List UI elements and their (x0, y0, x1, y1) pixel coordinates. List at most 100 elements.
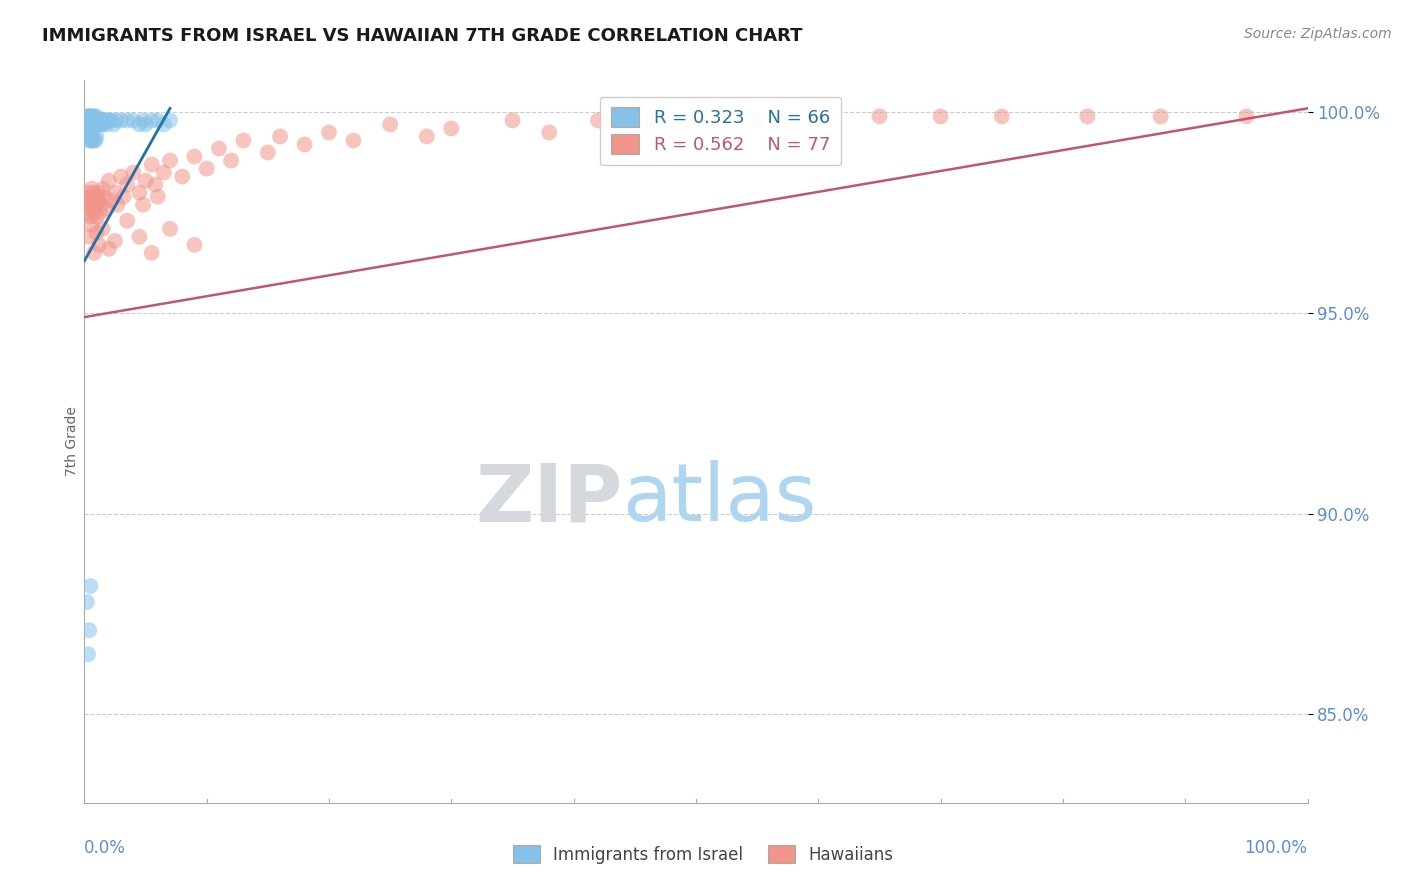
Point (82, 113, 104, 128)
Point (87, 238, 110, 252)
Point (83, 246, 105, 260)
Point (807, 110, 830, 124)
Point (87, 113, 110, 128)
Point (183, 150, 205, 164)
Point (132, 198, 155, 212)
Point (79, 113, 101, 128)
Point (83, 110, 105, 124)
Point (77, 206, 100, 220)
Point (1076, 110, 1098, 124)
Text: atlas: atlas (623, 460, 817, 539)
Point (84, 134, 107, 148)
Point (77, 129, 100, 144)
Point (115, 178, 138, 192)
Point (105, 113, 128, 128)
Point (991, 110, 1014, 124)
Point (96, 118, 118, 132)
Point (84, 118, 107, 132)
Point (97, 174, 120, 188)
Point (83, 113, 105, 128)
Point (89, 118, 111, 132)
Point (77, 118, 100, 132)
Point (76, 595, 98, 609)
Point (747, 113, 769, 128)
Point (86, 190, 108, 204)
Point (83, 186, 105, 200)
Point (219, 153, 242, 168)
Point (132, 113, 155, 128)
Point (294, 137, 316, 152)
Point (110, 169, 132, 184)
Point (97, 242, 120, 256)
Point (79, 210, 101, 224)
Point (77, 113, 100, 128)
Point (135, 174, 157, 188)
Point (100, 194, 122, 208)
Point (269, 129, 291, 144)
Point (146, 190, 169, 204)
Point (869, 110, 891, 124)
Point (135, 118, 157, 132)
Point (159, 153, 181, 168)
Point (112, 190, 135, 204)
Point (232, 134, 254, 148)
Text: 0.0%: 0.0% (84, 838, 127, 857)
Point (636, 118, 658, 132)
Point (1236, 110, 1258, 124)
Point (82, 118, 104, 132)
Point (82, 110, 104, 124)
Point (89, 206, 111, 220)
Point (80, 110, 103, 124)
Point (76, 110, 98, 124)
Point (87, 113, 110, 128)
Point (80, 182, 103, 196)
Point (105, 198, 128, 212)
Point (84, 113, 107, 128)
Point (79, 110, 101, 124)
Point (79, 579, 101, 593)
Point (929, 110, 952, 124)
Point (79, 190, 101, 204)
Point (104, 234, 127, 248)
Point (94, 113, 117, 128)
Point (96, 202, 118, 216)
Point (159, 113, 181, 128)
Point (257, 145, 280, 160)
Point (586, 113, 609, 128)
Point (77, 230, 100, 244)
Point (195, 161, 218, 176)
Point (153, 118, 176, 132)
Point (86, 210, 108, 224)
Point (76, 113, 98, 128)
Point (76, 194, 98, 208)
Point (89, 113, 111, 128)
Point (1150, 110, 1173, 124)
Point (141, 158, 163, 172)
Point (87, 118, 110, 132)
Point (79, 134, 101, 148)
Y-axis label: 7th Grade: 7th Grade (65, 407, 79, 476)
Point (91, 182, 114, 196)
Point (91, 222, 114, 236)
Point (77, 198, 100, 212)
Text: IMMIGRANTS FROM ISRAEL VS HAWAIIAN 7TH GRADE CORRELATION CHART: IMMIGRANTS FROM ISRAEL VS HAWAIIAN 7TH G… (42, 27, 803, 45)
Point (440, 121, 463, 136)
Point (79, 121, 101, 136)
Point (122, 113, 145, 128)
Point (82, 194, 104, 208)
Point (538, 126, 561, 140)
Point (110, 113, 132, 128)
Text: Source: ZipAtlas.com: Source: ZipAtlas.com (1244, 27, 1392, 41)
Point (97, 113, 120, 128)
Point (86, 110, 108, 124)
Point (77, 110, 100, 124)
Point (122, 166, 145, 180)
Point (77, 624, 100, 638)
Point (159, 222, 181, 236)
Point (172, 169, 194, 184)
Point (91, 113, 114, 128)
Point (141, 113, 163, 128)
Point (183, 238, 205, 252)
Point (84, 198, 107, 212)
Point (416, 129, 439, 144)
